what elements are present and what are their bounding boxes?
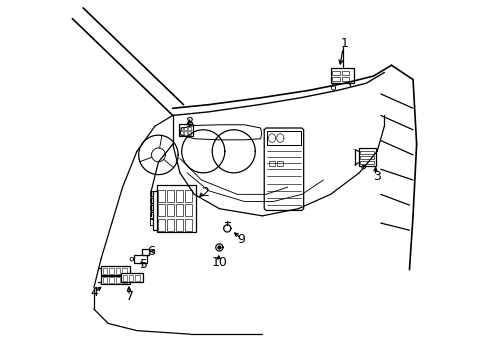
Bar: [167, 204, 174, 216]
Bar: [156, 185, 196, 232]
Bar: [341, 77, 348, 81]
Text: 2: 2: [201, 186, 208, 199]
Bar: [180, 131, 183, 135]
Bar: [102, 277, 107, 283]
Bar: [135, 275, 140, 281]
Bar: [184, 204, 192, 216]
Bar: [167, 219, 174, 230]
Bar: [176, 204, 183, 216]
Text: 7: 7: [125, 290, 134, 303]
Bar: [109, 267, 113, 274]
Bar: [184, 127, 187, 130]
Bar: [102, 267, 107, 274]
Bar: [266, 131, 300, 145]
Bar: [101, 266, 129, 275]
Text: 10: 10: [211, 256, 227, 269]
Bar: [359, 156, 373, 159]
Bar: [116, 267, 120, 274]
Bar: [158, 190, 165, 202]
Text: 6: 6: [147, 245, 155, 258]
Bar: [179, 125, 192, 136]
Bar: [158, 204, 165, 216]
Bar: [341, 71, 348, 75]
Bar: [142, 249, 149, 255]
Bar: [188, 127, 191, 130]
Bar: [167, 190, 174, 202]
Bar: [176, 219, 183, 230]
Text: 5: 5: [140, 258, 148, 271]
Bar: [358, 148, 375, 166]
Text: 1: 1: [340, 37, 348, 50]
Bar: [188, 131, 191, 135]
Bar: [121, 273, 142, 282]
Text: 9: 9: [237, 233, 244, 246]
Bar: [134, 255, 146, 263]
Bar: [176, 190, 183, 202]
Bar: [122, 267, 126, 274]
Bar: [359, 150, 373, 154]
Text: 8: 8: [184, 116, 193, 129]
Bar: [359, 161, 373, 164]
Bar: [158, 219, 165, 230]
Bar: [101, 276, 129, 284]
Text: 4: 4: [90, 287, 98, 300]
Bar: [122, 277, 126, 283]
Bar: [184, 131, 187, 135]
Bar: [184, 190, 192, 202]
Bar: [332, 71, 339, 75]
Bar: [129, 275, 133, 281]
Bar: [268, 161, 274, 166]
Bar: [109, 277, 113, 283]
Bar: [180, 127, 183, 130]
Bar: [330, 68, 353, 83]
Bar: [122, 275, 126, 281]
Bar: [332, 77, 339, 81]
Text: 3: 3: [372, 170, 380, 183]
Bar: [276, 161, 282, 166]
Bar: [116, 277, 120, 283]
Bar: [184, 219, 192, 230]
